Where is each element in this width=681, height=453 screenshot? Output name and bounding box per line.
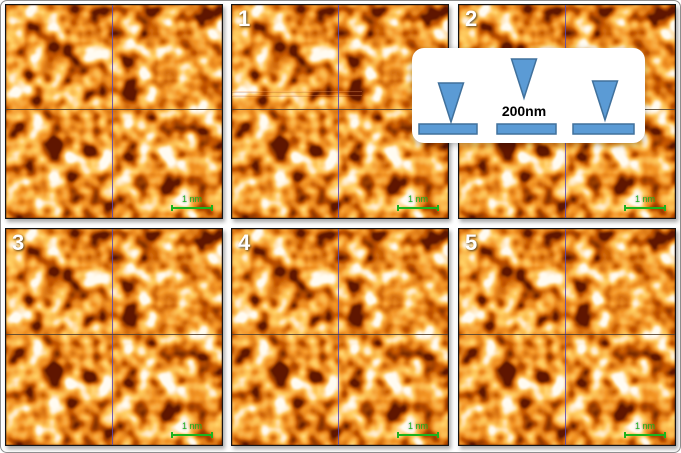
crosshair-vertical-line xyxy=(565,229,567,445)
stm-topograph-image xyxy=(6,5,222,218)
scale-bar-line xyxy=(171,432,213,438)
crosshair-vertical-line xyxy=(112,5,114,218)
scale-bar-label: 1 nm xyxy=(407,421,428,431)
stm-tip-icon xyxy=(591,80,619,123)
tip-height-label: 200nm xyxy=(502,103,546,119)
crosshair-horizontal-line xyxy=(6,108,222,110)
sample-surface-icon xyxy=(572,123,635,135)
stm-panel-reference: 1 nm xyxy=(5,4,223,219)
tip-schematic-drawing: 200nm xyxy=(418,58,635,135)
crosshair-horizontal-line xyxy=(459,334,675,336)
panel-number-label: 2 xyxy=(465,6,478,31)
scale-bar-label: 1 nm xyxy=(181,194,202,204)
stm-panel-5: 5 1 nm xyxy=(458,228,676,446)
scale-bar-line xyxy=(624,432,666,438)
scale-bar: 1 nm xyxy=(624,421,666,438)
crosshair-horizontal-line xyxy=(232,334,448,336)
scale-bar-line xyxy=(624,205,666,211)
stm-tip-icon xyxy=(510,58,538,101)
scale-bar-line xyxy=(397,432,439,438)
crosshair-horizontal-line xyxy=(232,108,448,110)
crosshair-vertical-line xyxy=(338,5,340,218)
scale-bar-label: 1 nm xyxy=(407,194,428,204)
sample-surface-icon xyxy=(418,123,478,135)
stm-topograph-image xyxy=(459,229,675,445)
crosshair-vertical-line xyxy=(338,229,340,445)
crosshair-horizontal-line xyxy=(6,334,222,336)
sample-surface-icon xyxy=(496,123,557,135)
crosshair-vertical-line xyxy=(112,229,114,445)
scale-bar: 1 nm xyxy=(397,194,439,211)
scale-bar: 1 nm xyxy=(397,421,439,438)
panel-number-label: 4 xyxy=(238,230,251,255)
stm-panel-3: 3 1 nm xyxy=(5,228,223,446)
scale-bar-label: 1 nm xyxy=(634,421,655,431)
scale-bar: 1 nm xyxy=(624,194,666,211)
panel-number-label: 1 xyxy=(238,6,251,31)
scale-bar-line xyxy=(171,205,213,211)
scale-bar-label: 1 nm xyxy=(181,421,202,431)
stm-topograph-image xyxy=(6,229,222,445)
scale-bar: 1 nm xyxy=(171,194,213,211)
stm-tip-icon xyxy=(437,82,465,125)
panel-number-label: 3 xyxy=(12,230,25,255)
tip-schematic-inset: 200nm xyxy=(412,48,645,143)
scale-bar: 1 nm xyxy=(171,421,213,438)
scale-bar-line xyxy=(397,205,439,211)
stm-panel-4: 4 1 nm xyxy=(231,228,449,446)
stm-topograph-image xyxy=(232,229,448,445)
panel-number-label: 5 xyxy=(465,230,478,255)
scale-bar-label: 1 nm xyxy=(634,194,655,204)
